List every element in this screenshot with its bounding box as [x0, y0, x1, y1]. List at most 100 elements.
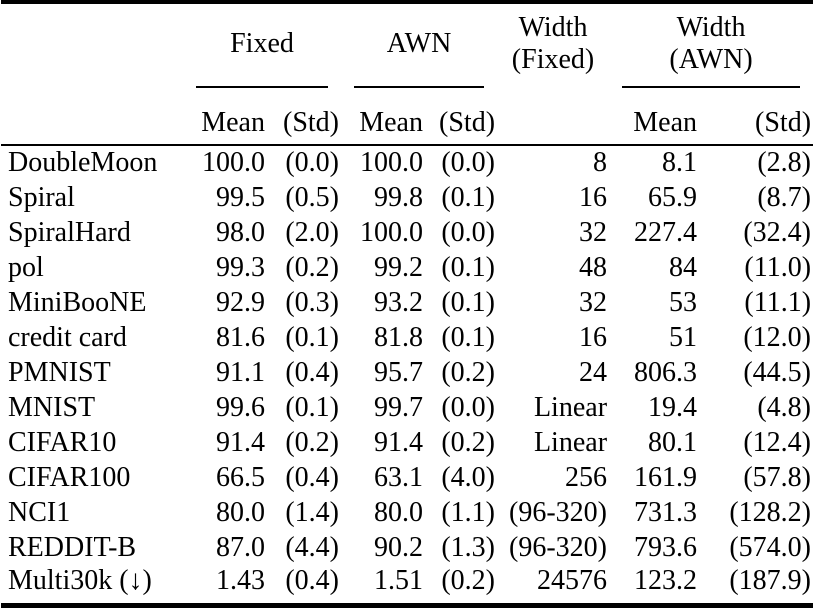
width-awn-std-value: (187.9): [729, 565, 812, 596]
subheader-awn-mean: Mean: [341, 90, 425, 146]
awn-std-value: (0.0): [441, 216, 496, 248]
width-awn-std-value: (12.4): [743, 426, 812, 458]
width-fixed-value: (96-320): [509, 531, 608, 563]
width-awn-mean-value: 19.4: [648, 391, 698, 423]
dataset-name: CIFAR10: [8, 426, 117, 458]
awn-mean-value: 99.7: [374, 391, 423, 423]
width-awn-std-value: (12.0): [743, 321, 812, 353]
table-row: CIFAR10 91.4 (0.2) 91.4 (0.2) Linear 80.…: [1, 425, 813, 460]
dataset-name: CIFAR100: [8, 461, 131, 493]
width-awn-mean-value: 793.6: [634, 531, 698, 563]
table-row: pol 99.3 (0.2) 99.2 (0.1) 48 84 (11.0): [1, 250, 813, 285]
fixed-mean-value: 1.43: [216, 565, 265, 596]
fixed-mean-value: 80.0: [216, 496, 265, 528]
cmidrule-awn-line: [354, 86, 485, 88]
fixed-std-value: (1.4): [285, 496, 339, 528]
width-fixed-value: Linear: [533, 426, 608, 458]
subheader-width-awn-mean: Mean: [609, 90, 700, 146]
fixed-mean-value: 66.5: [216, 461, 265, 493]
awn-std-value: (0.1): [441, 321, 496, 353]
header-width-awn-line2: (AWN): [669, 44, 753, 75]
width-awn-std-value: (574.0): [729, 531, 812, 563]
fixed-std-value: (0.4): [285, 356, 339, 388]
table-row: Spiral 99.5 (0.5) 99.8 (0.1) 16 65.9 (8.…: [1, 180, 813, 215]
awn-mean-value: 100.0: [360, 147, 423, 178]
width-fixed-value: 32: [579, 286, 608, 318]
fixed-mean-value: 99.5: [216, 181, 265, 213]
awn-mean-value: 63.1: [374, 461, 423, 493]
awn-std-value: (0.0): [441, 391, 496, 423]
awn-std-value: (0.1): [441, 286, 496, 318]
width-awn-mean-value: 806.3: [634, 356, 698, 388]
header-group-row: Fixed AWN Width (Fixed) Width (AWN): [1, 2, 813, 84]
awn-std-value: (0.1): [441, 251, 496, 283]
fixed-mean-value: 87.0: [216, 531, 265, 563]
width-fixed-value: 48: [579, 251, 608, 283]
header-width-fixed-line2: (Fixed): [511, 44, 595, 75]
width-awn-std-value: (32.4): [743, 216, 812, 248]
dataset-name: REDDIT-B: [8, 531, 137, 563]
fixed-mean-value: 100.0: [202, 147, 265, 178]
fixed-std-value: (2.0): [285, 216, 339, 248]
width-awn-std-value: (4.8): [757, 391, 812, 423]
header-group-awn: AWN: [386, 27, 452, 59]
cmidrule-width-awn-line: [622, 86, 801, 88]
header-group-width-fixed: Width (Fixed): [497, 2, 609, 84]
width-fixed-value: (96-320): [509, 496, 608, 528]
awn-mean-value: 80.0: [374, 496, 423, 528]
width-awn-mean-value: 51: [669, 321, 698, 353]
fixed-std-value: (0.2): [285, 426, 339, 458]
awn-std-value: (0.2): [441, 565, 496, 596]
width-fixed-value: Linear: [533, 391, 608, 423]
table-row: NCI1 80.0 (1.4) 80.0 (1.1) (96-320) 731.…: [1, 495, 813, 530]
width-awn-mean-value: 123.2: [634, 565, 698, 596]
subheader-awn-std: (Std): [425, 90, 498, 146]
width-awn-mean-value: 53: [669, 286, 698, 318]
table-body: DoubleMoon 100.0 (0.0) 100.0 (0.0) 8 8.1…: [1, 145, 813, 606]
fixed-std-value: (0.5): [285, 181, 339, 213]
fixed-mean-value: 92.9: [216, 286, 265, 318]
width-fixed-value: 24576: [537, 565, 608, 596]
table-header: Fixed AWN Width (Fixed) Width (AWN) Mean (…: [1, 2, 814, 146]
dataset-name: SpiralHard: [8, 216, 131, 248]
fixed-std-value: (0.1): [285, 321, 339, 353]
awn-mean-value: 95.7: [374, 356, 423, 388]
fixed-std-value: (0.4): [285, 461, 339, 493]
awn-std-value: (0.1): [441, 181, 496, 213]
awn-std-value: (4.0): [441, 461, 496, 493]
header-group-fixed: Fixed: [230, 27, 294, 59]
table-row: REDDIT-B 87.0 (4.4) 90.2 (1.3) (96-320) …: [1, 530, 813, 565]
fixed-mean-value: 99.3: [216, 251, 265, 283]
width-awn-mean-value: 161.9: [634, 461, 698, 493]
cmidrule-fixed-line: [196, 86, 328, 88]
header-width-awn-line1: Width: [676, 11, 746, 43]
header-width-fixed-line1: Width: [518, 11, 588, 43]
dataset-name: MNIST: [8, 391, 96, 423]
fixed-std-value: (0.2): [285, 251, 339, 283]
table-row: Multi30k (↓) 1.43 (0.4) 1.51 (0.2) 24576…: [1, 565, 813, 606]
awn-mean-value: 90.2: [374, 531, 423, 563]
fixed-std-value: (0.3): [285, 286, 339, 318]
dataset-name: PMNIST: [8, 356, 111, 388]
fixed-mean-value: 98.0: [216, 216, 265, 248]
width-fixed-value: 24: [579, 356, 608, 388]
width-fixed-value: 16: [579, 321, 608, 353]
awn-mean-value: 99.2: [374, 251, 423, 283]
cmidrule-width-awn: [609, 84, 813, 90]
dataset-name: pol: [8, 251, 44, 283]
awn-std-value: (1.1): [441, 496, 496, 528]
subheader-width-awn-std: (Std): [699, 90, 814, 146]
width-awn-std-value: (11.1): [744, 286, 812, 318]
width-awn-mean-value: 65.9: [648, 181, 698, 213]
width-awn-std-value: (57.8): [743, 461, 812, 493]
awn-mean-value: 81.8: [374, 321, 423, 353]
header-label-spacer: [1, 2, 183, 84]
awn-mean-value: 1.51: [374, 565, 423, 596]
width-awn-std-value: (8.7): [757, 181, 812, 213]
header-sub-row: Mean (Std) Mean (Std) Mean (Std): [1, 90, 814, 146]
width-awn-std-value: (128.2): [729, 496, 812, 528]
width-awn-std-value: (2.8): [757, 147, 812, 178]
fixed-mean-value: 81.6: [216, 321, 265, 353]
